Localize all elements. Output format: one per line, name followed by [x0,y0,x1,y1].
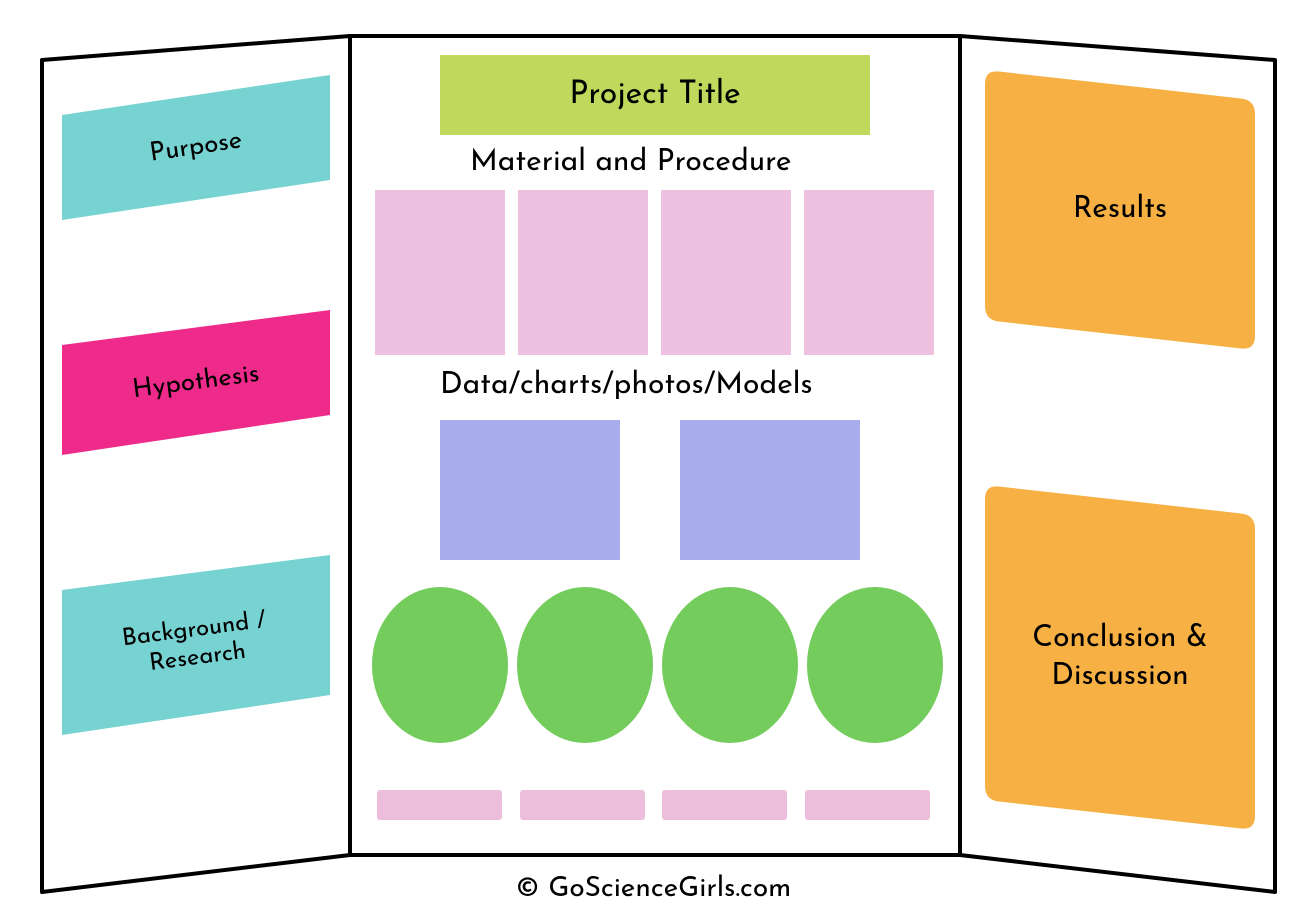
right-label-results-text: Results [1073,191,1167,229]
section-material-heading-text: Material and Procedure [470,147,792,178]
material-box [804,190,934,355]
left-label-purpose-text: Purpose [148,126,245,169]
left-label-hypothesis: Hypothesis [54,293,339,471]
right-label-results: Results [985,70,1255,350]
data-box [680,420,860,560]
left-label-purpose: Purpose [53,56,339,239]
model-ellipse [517,587,653,743]
right-label-conclusion: Conclusion & Discussion [985,485,1255,830]
left-label-hypothesis-text: Hypothesis [131,359,262,405]
caption-strip [805,790,930,820]
section-data-heading-text: Data/charts/photos/Models [440,370,813,401]
data-box [440,420,620,560]
right-label-conclusion-text: Conclusion & Discussion [1032,620,1207,695]
material-box [375,190,505,355]
project-title-text: Project Title [569,79,740,111]
model-ellipse [662,587,798,743]
caption-strip [520,790,645,820]
material-box [661,190,791,355]
footer-credit: © GoScienceGirls.com [0,875,1307,903]
left-label-background-text: Background / Research [121,608,272,681]
footer-credit-text: © GoScienceGirls.com [516,875,791,903]
caption-strip [662,790,787,820]
section-material-heading: Material and Procedure [470,147,792,178]
section-data-heading: Data/charts/photos/Models [440,370,813,401]
material-box [518,190,648,355]
project-title: Project Title [440,55,870,135]
trifold-board: Purpose Hypothesis Background / Research… [0,0,1307,924]
left-label-background: Background / Research [51,538,340,751]
model-ellipse [807,587,943,743]
caption-strip [377,790,502,820]
model-ellipse [372,587,508,743]
